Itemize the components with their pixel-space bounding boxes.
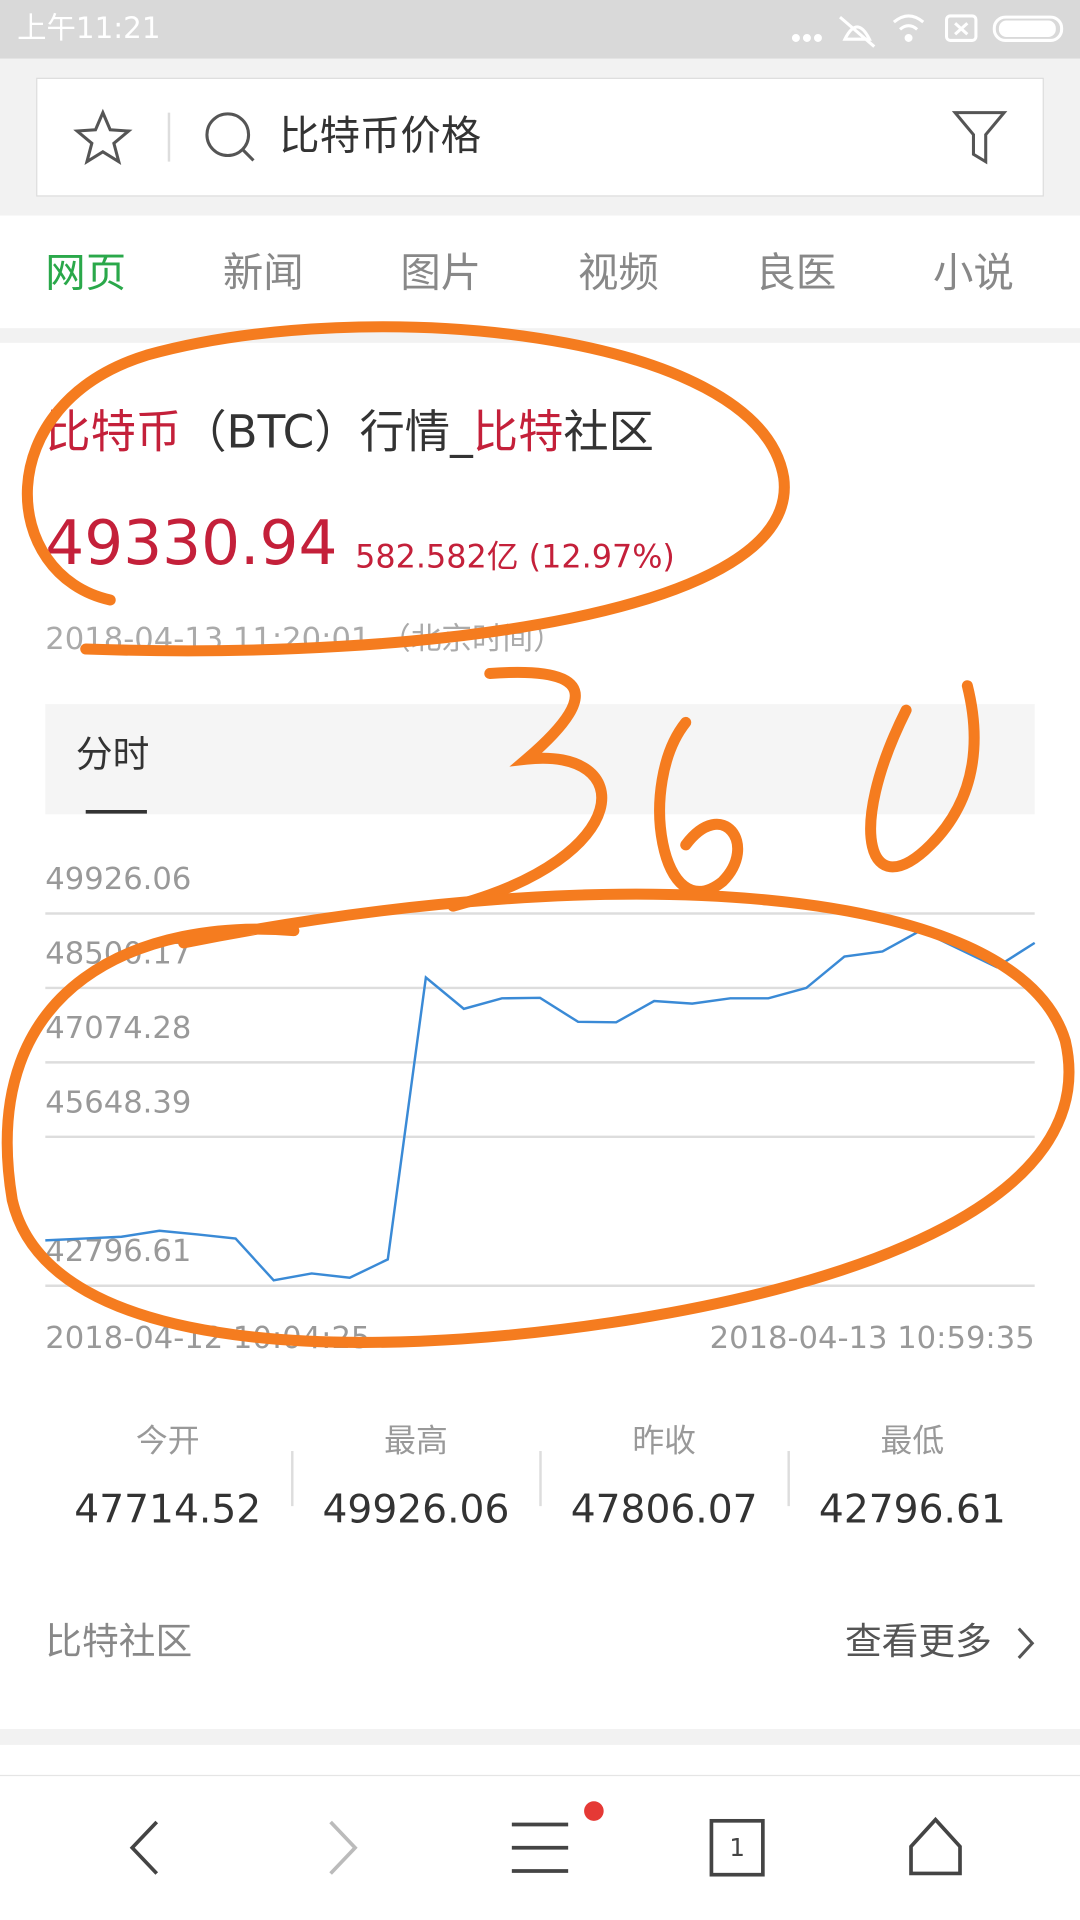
tab-count: 1 (729, 1833, 745, 1862)
price-line (45, 929, 1036, 1282)
tab[interactable]: 新闻 (223, 249, 304, 297)
menu-badge (584, 1801, 604, 1821)
title-part: 比特币 (45, 405, 181, 458)
footer-right[interactable]: 查看更多 (845, 1620, 992, 1663)
y-tick-label: 47074.28 (45, 1011, 191, 1046)
y-tick-label: 49926.06 (45, 862, 191, 897)
title-part: 社区 (563, 405, 654, 458)
status-icons (791, 14, 1064, 48)
search-box[interactable] (36, 77, 1044, 197)
star-icon[interactable] (73, 108, 133, 165)
bottom-nav (129, 1801, 962, 1877)
tab[interactable]: 视频 (578, 249, 659, 297)
menu-button[interactable] (511, 1822, 569, 1873)
tabs-button[interactable] (709, 1818, 765, 1877)
search-icon-handle (241, 148, 255, 162)
separator (0, 1728, 1080, 1745)
search-icon (205, 112, 251, 158)
home-button[interactable] (909, 1816, 962, 1876)
tab[interactable]: 良医 (756, 249, 837, 297)
stat-value: 47714.52 (74, 1488, 261, 1533)
filter-icon[interactable] (951, 111, 1008, 165)
stat-value: 49926.06 (322, 1488, 509, 1533)
footer-left[interactable]: 比特社区 (45, 1620, 192, 1663)
result-title[interactable]: 比特币（BTC）行情_比特社区 (45, 405, 654, 458)
tab[interactable]: 网页 (45, 249, 126, 297)
tab[interactable]: 小说 (933, 249, 1014, 297)
status-bar (0, 0, 1080, 59)
stat-label: 最低 (881, 1421, 945, 1459)
title-part: （BTC）行情_ (181, 405, 474, 458)
stat-value: 47806.07 (571, 1488, 758, 1533)
y-tick-label: 45648.39 (45, 1085, 191, 1120)
search-query[interactable]: 比特币价格 (279, 111, 481, 159)
stat-label: 昨收 (632, 1421, 696, 1459)
back-button[interactable] (129, 1820, 159, 1875)
title-part: 比特 (473, 405, 564, 458)
price-change: 582.582亿 (12.97%) (355, 537, 675, 575)
stat-value: 42796.61 (819, 1488, 1006, 1533)
chevron (1017, 1627, 1035, 1659)
chart-tab[interactable]: 分时 (76, 733, 149, 776)
forward-button[interactable] (329, 1820, 358, 1875)
stat-label: 最高 (384, 1421, 448, 1459)
tab[interactable]: 图片 (400, 249, 481, 297)
price: 49330.94 (45, 508, 337, 579)
stat-label: 今开 (136, 1421, 200, 1459)
x-label-end: 2018-04-13 10:59:35 (710, 1321, 1035, 1356)
status-time: 上午11:21 (17, 11, 160, 45)
hand-annotations (1, 321, 1075, 1348)
